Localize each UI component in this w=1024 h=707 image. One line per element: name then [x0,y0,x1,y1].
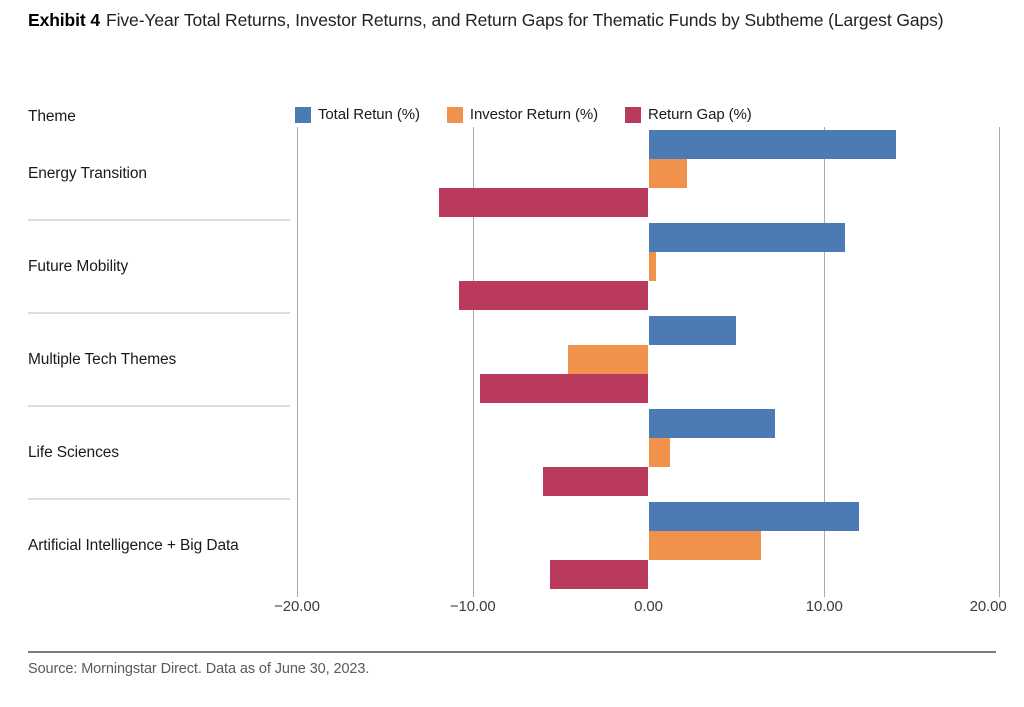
gridline-20 [999,127,1000,597]
exhibit-title: Exhibit 4 Five-Year Total Returns, Invest… [28,2,978,39]
total-return-swatch-icon [295,106,311,123]
x-tick-label--20: −20.00 [274,598,320,615]
legend-item-return-gap: Return Gap (%) [625,106,752,123]
exhibit-title-text: Five-Year Total Returns, Investor Return… [106,10,944,30]
bar-total-retun-future-mobility [648,223,846,252]
bar-total-retun-multiple-tech-themes [648,316,737,345]
return-gap-swatch-icon [625,106,642,123]
legend-label-total-return: Total Retun (%) [318,106,420,123]
source-note: Source: Morningstar Direct. Data as of J… [28,661,370,677]
row-separator [28,219,290,221]
category-label-multiple-tech-themes: Multiple Tech Themes [28,350,177,368]
bar-return-gap-multiple-tech-themes [479,374,649,403]
exhibit-label: Exhibit 4 [28,10,101,30]
bar-investor-return-future-mobility [648,252,656,281]
category-label-energy-transition: Energy Transition [28,164,147,182]
gridline--10 [472,127,474,597]
category-labels: Energy Transition Future Mobility Multiple… [28,127,290,592]
bar-investor-return-energy-transition [648,159,688,188]
bar-investor-return-multiple-tech-themes [567,345,649,374]
bar-investor-return-artificial-intelligence-big-data [648,531,761,560]
bar-total-retun-artificial-intelligence-big-data [648,502,860,531]
bar-return-gap-energy-transition [439,188,649,217]
bar-total-retun-energy-transition [648,130,897,159]
x-tick-label-0: 0.00 [634,598,663,615]
category-label-future-mobility: Future Mobility [28,257,129,275]
bar-return-gap-artificial-intelligence-big-data [550,560,649,589]
row-separator [28,312,290,314]
category-label-life-sciences: Life Sciences [28,443,119,461]
legend-item-investor-return: Investor Return (%) [446,106,599,123]
row-separator [28,498,290,500]
legend-item-total-return: Total Retun (%) [295,106,420,123]
category-label-artificial-intelligence-big-data: Artificial Intelligence + Big Data [28,536,239,554]
investor-return-swatch-icon [446,106,463,123]
footer-divider [28,651,996,653]
x-tick-label--10: −10.00 [449,598,496,615]
legend-label-return-gap: Return Gap (%) [648,106,752,123]
legend-label-investor-return: Investor Return (%) [469,106,599,123]
gridline-10 [824,127,826,597]
bar-investor-return-life-sciences [648,438,670,467]
x-axis: −20.00 −10.00 0.00 10.00 20.00 [0,598,1024,618]
theme-column-header: Theme [28,108,76,125]
bar-total-retun-life-sciences [648,409,776,438]
x-tick-label-20: 20.00 [969,598,1007,615]
x-tick-label-10: 10.00 [805,598,843,615]
bar-return-gap-life-sciences [543,467,649,496]
gridline--20 [297,127,298,597]
row-separator [28,405,290,407]
chart-legend: Total Retun (%) Investor Return (%) Retu… [295,106,752,123]
bar-return-gap-future-mobility [458,281,649,310]
bar-chart-plot [297,127,1000,597]
